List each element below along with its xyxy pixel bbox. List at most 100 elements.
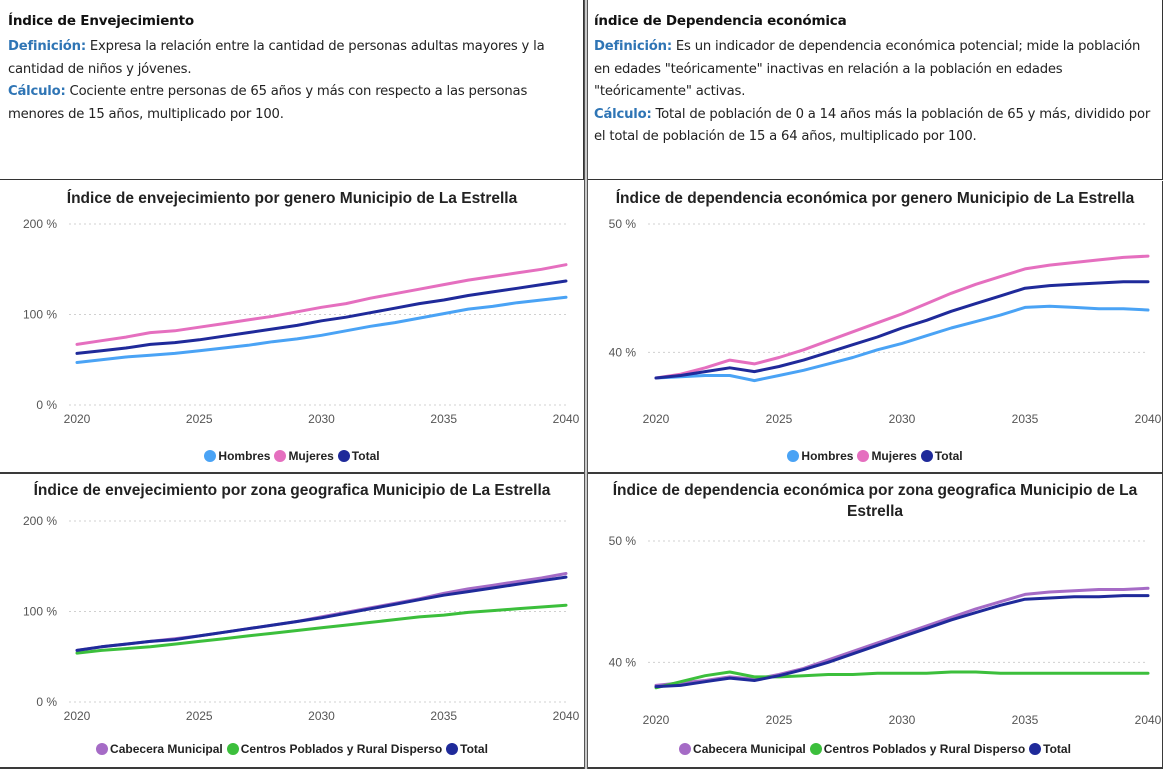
legend-label: Total [460, 742, 488, 756]
chart-title: Índice de envejecimiento por genero Muni… [66, 190, 518, 207]
series-line-hombres [75, 295, 568, 364]
x-tick-label: 2020 [64, 412, 91, 426]
series-line-centros-poblados-y-rural-disperso [75, 603, 568, 655]
legend-item: Total [1029, 742, 1071, 756]
x-tick-label: 2025 [186, 709, 213, 723]
calculation-text: Cociente entre personas de 65 años y más… [8, 84, 528, 122]
legend-marker [857, 450, 870, 462]
legend-item: Hombres [204, 449, 270, 463]
chart-title: Índice de dependencia económica por zona… [612, 482, 1138, 520]
x-tick-label: 2040 [553, 709, 580, 723]
x-tick-label: 2020 [643, 412, 670, 426]
panel-divider [584, 0, 588, 769]
chart-legend: Cabecera Municipal Centros Poblados y Rur… [0, 742, 584, 756]
calculation-label: Cálculo: [594, 106, 652, 122]
legend-marker [96, 743, 109, 755]
series-line-mujeres [654, 254, 1150, 380]
legend-label: Total [351, 449, 380, 463]
series-line-total [654, 280, 1150, 380]
legend-item: Mujeres [857, 449, 917, 463]
info-envejecimiento: Índice de Envejecimiento Definición: Exp… [0, 0, 584, 180]
info-body: Definición: Es un indicador de dependenc… [594, 36, 1156, 149]
legend-marker [226, 743, 239, 755]
legend-label: Hombres [218, 449, 271, 463]
info-body: Definición: Expresa la relación entre la… [8, 36, 577, 126]
x-tick-label: 2020 [643, 713, 670, 727]
y-tick-label: 0 % [36, 398, 57, 412]
y-tick-label: 100 % [23, 605, 57, 619]
legend-marker [274, 450, 287, 462]
definition-text: Expresa la relación entre la cantidad de… [8, 39, 545, 77]
series-line-hombres [654, 304, 1150, 383]
legend-marker [337, 450, 350, 462]
y-tick-label: 100 % [23, 308, 57, 322]
info-dependencia: índice de Dependencia económica Definici… [588, 0, 1163, 180]
legend-label: Total [1043, 742, 1071, 756]
chart-title: Índice de envejecimiento por zona geogra… [33, 482, 551, 499]
x-tick-label: 2025 [186, 412, 213, 426]
x-tick-label: 2025 [766, 713, 793, 727]
legend-item: Centros Poblados y Rural Disperso [226, 742, 443, 756]
legend-label: Total [934, 449, 963, 463]
chart-plot: 0 % 100 % 200 % 2020 2025 2030 2035 2040 [23, 217, 580, 426]
chart-envejecimiento-zona: Índice de envejecimiento por zona geogra… [0, 474, 586, 769]
legend-marker [787, 450, 800, 462]
chart-plot: 40 % 50 % 2020 2025 2030 2035 2040 [609, 534, 1162, 727]
x-tick-label: 2035 [430, 412, 457, 426]
legend-item: Centros Poblados y Rural Disperso [809, 742, 1026, 756]
legend-label: Centros Poblados y Rural Disperso [240, 742, 443, 756]
legend-marker [1029, 743, 1042, 755]
legend-item: Cabecera Municipal [679, 742, 806, 756]
legend-marker [679, 743, 692, 755]
legend-label: Mujeres [871, 449, 917, 463]
y-tick-label: 50 % [609, 217, 637, 231]
x-tick-label: 2035 [1012, 412, 1039, 426]
chart-plot: 40 % 50 % 2020 2025 2030 2035 2040 [609, 217, 1162, 426]
y-tick-label: 0 % [36, 695, 57, 709]
legend-label: Cabecera Municipal [693, 742, 806, 756]
y-tick-label: 200 % [23, 217, 57, 231]
legend-label: Hombres [801, 449, 854, 463]
series-line-total [75, 575, 568, 652]
gridlines [648, 223, 1148, 353]
x-tick-label: 2035 [1012, 713, 1039, 727]
gridlines [648, 540, 1148, 663]
definition-label: Definición: [594, 39, 672, 54]
legend-label: Mujeres [288, 449, 334, 463]
x-tick-label: 2020 [64, 709, 91, 723]
x-tick-label: 2030 [889, 713, 916, 727]
legend-label: Centros Poblados y Rural Disperso [823, 742, 1026, 756]
chart-legend: Cabecera Municipal Centros Poblados y Rur… [588, 742, 1162, 756]
legend-item: Mujeres [274, 449, 334, 463]
info-title: Índice de Envejecimiento [8, 13, 194, 29]
legend-item: Hombres [787, 449, 853, 463]
chart-legend: Hombres Mujeres Total [0, 449, 584, 463]
definition-label: Definición: [8, 39, 86, 54]
chart-dependencia-genero: Índice de dependencia económica por gene… [586, 181, 1163, 474]
legend-item: Total [920, 449, 963, 463]
chart-envejecimiento-genero: Índice de envejecimiento por genero Muni… [0, 181, 586, 474]
x-tick-label: 2030 [308, 709, 335, 723]
series-line-total [654, 594, 1150, 689]
legend-marker [920, 450, 933, 462]
series-line-mujeres [75, 263, 568, 346]
y-tick-label: 40 % [609, 345, 637, 359]
x-tick-label: 2030 [308, 412, 335, 426]
x-tick-label: 2025 [766, 412, 793, 426]
info-title: índice de Dependencia económica [594, 13, 847, 29]
legend-marker [809, 743, 822, 755]
chart-dependencia-zona: Índice de dependencia económica por zona… [586, 474, 1163, 769]
x-tick-label: 2035 [430, 709, 457, 723]
calculation-text: Total de población de 0 a 14 años más la… [594, 106, 1151, 145]
legend-item: Total [446, 742, 488, 756]
definition-text: Es un indicador de dependencia económica… [594, 39, 1141, 99]
calculation-label: Cálculo: [8, 84, 66, 99]
x-tick-label: 2040 [553, 412, 580, 426]
chart-plot: 0 % 100 % 200 % 2020 2025 2030 2035 2040 [23, 514, 580, 723]
chart-legend: Hombres Mujeres Total [588, 449, 1162, 463]
legend-marker [204, 450, 217, 462]
gridlines [69, 223, 566, 406]
series-line-total [75, 279, 568, 355]
x-tick-label: 2030 [889, 412, 916, 426]
y-tick-label: 40 % [609, 655, 637, 669]
